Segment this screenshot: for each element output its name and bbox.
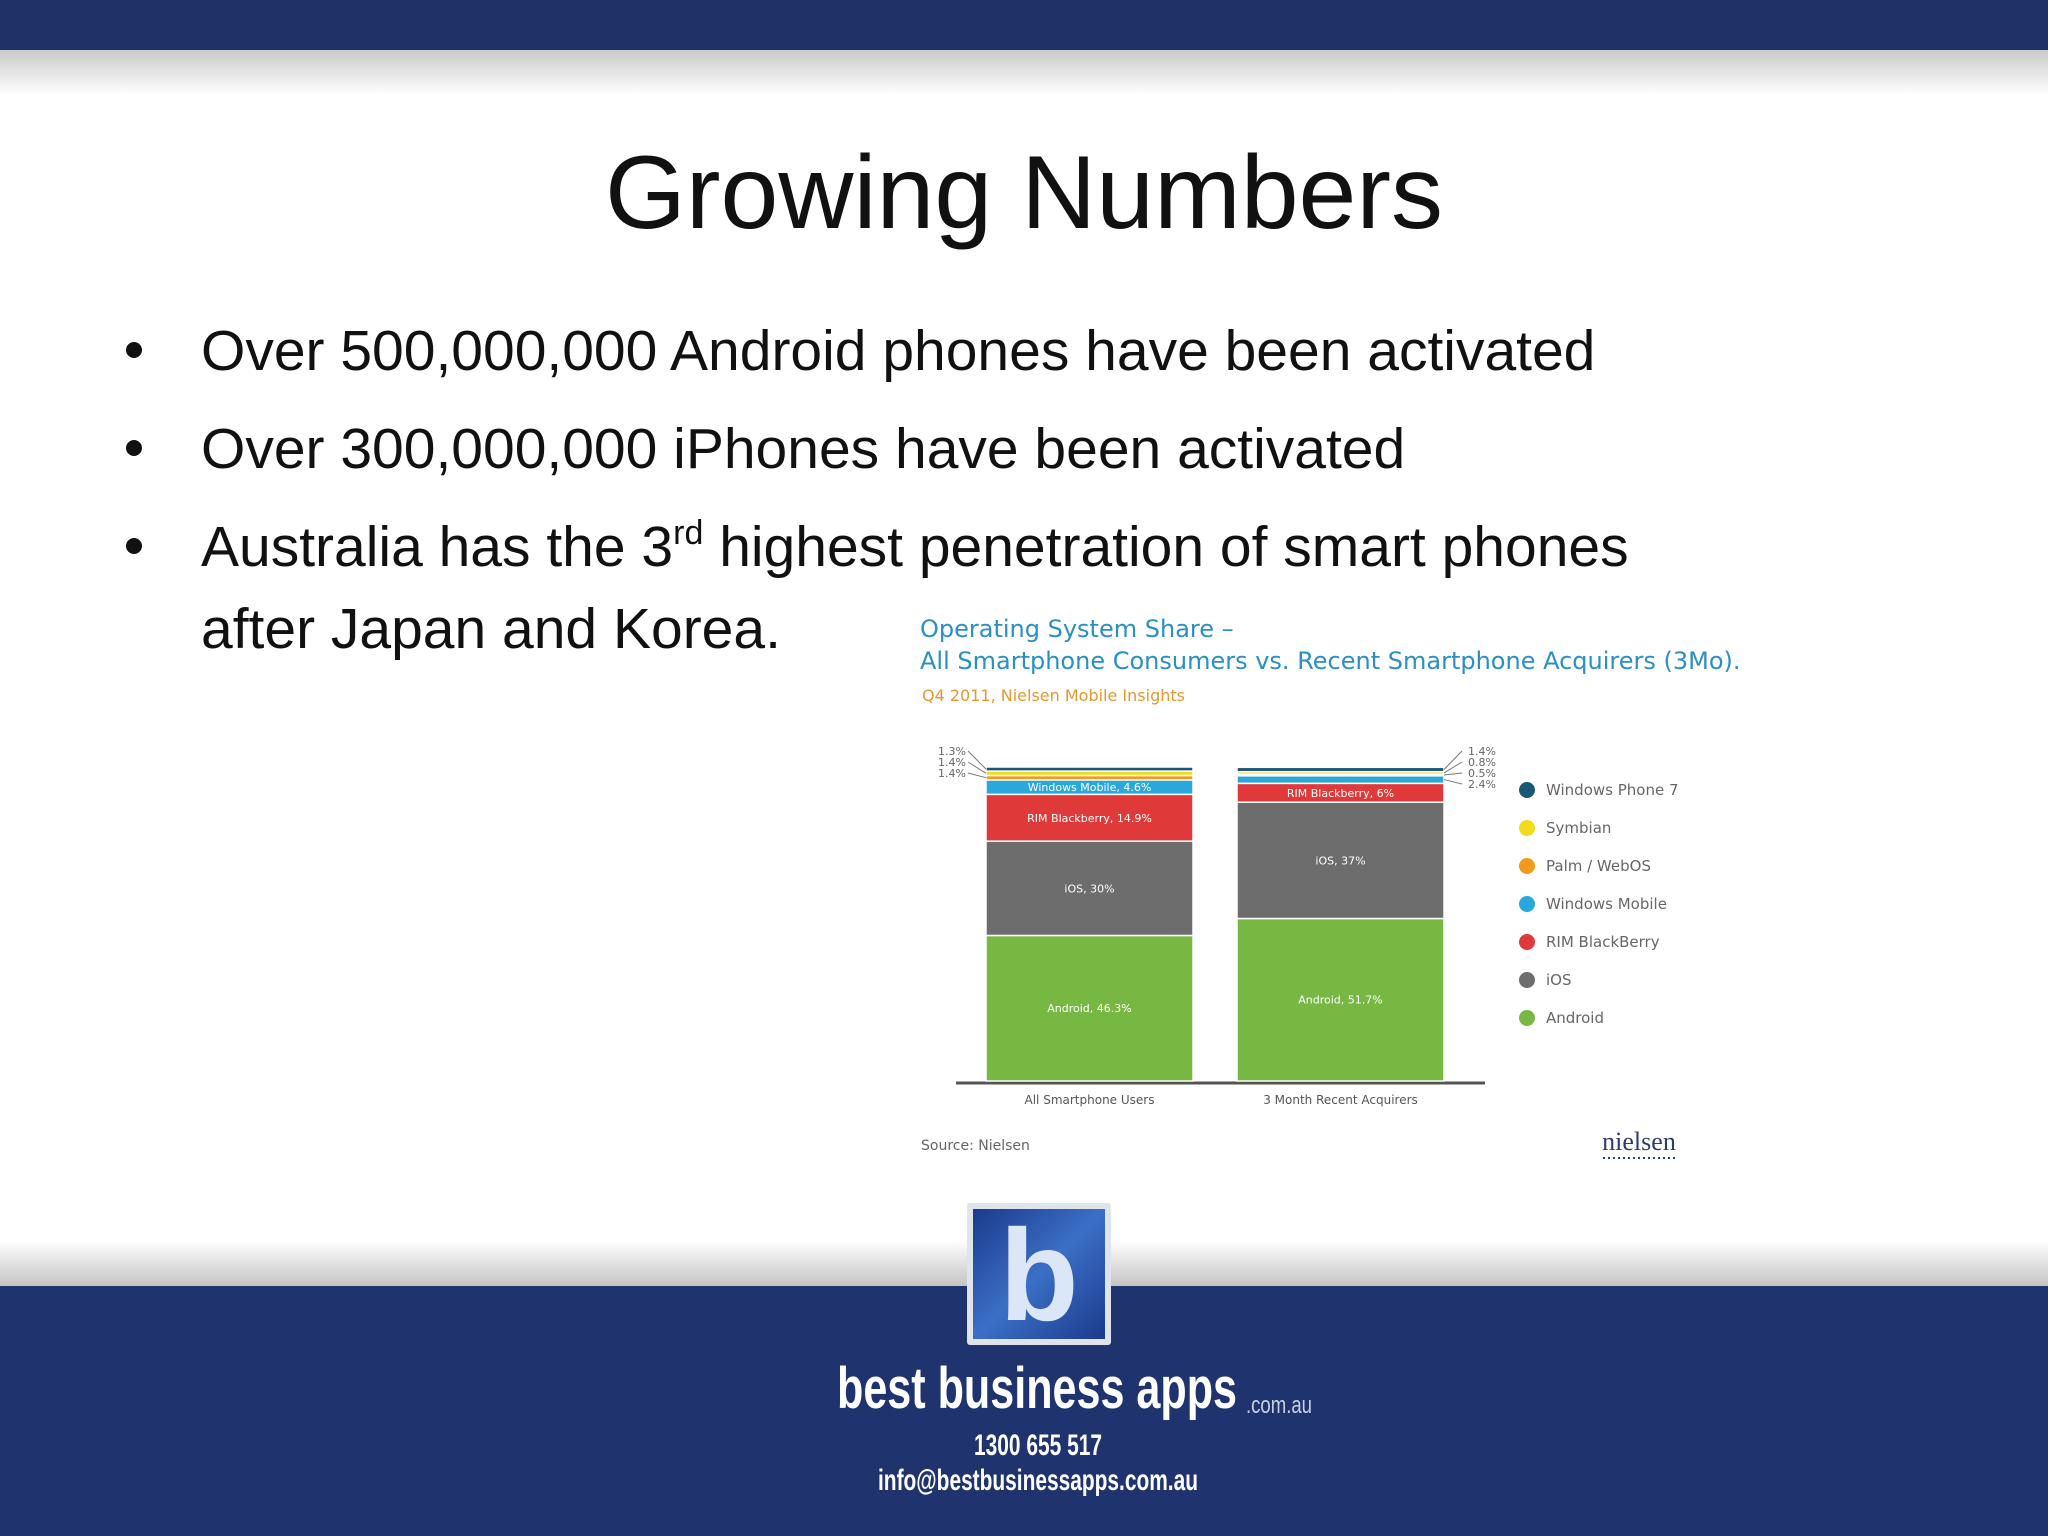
leader-line	[967, 761, 987, 774]
footer-email: info@bestbusinessapps.com.au	[878, 1464, 1198, 1497]
value-label: RIM Blackberry, 6%	[1287, 787, 1394, 800]
value-label: 1.3%	[938, 745, 966, 758]
legend-swatch	[1519, 896, 1535, 912]
leader-line	[1443, 772, 1463, 776]
logo-box	[973, 1209, 1105, 1339]
bar-segment	[1236, 766, 1445, 773]
bullet	[126, 538, 142, 554]
bar-segment	[985, 793, 1194, 842]
bullet-text: after Japan and Korea.	[201, 597, 781, 661]
legend-label: RIM BlackBerry	[1546, 933, 1660, 951]
footer-brand: best business apps	[837, 1356, 1237, 1421]
legend-swatch	[1519, 858, 1535, 874]
chart-brand: nielsen	[1602, 1127, 1676, 1156]
legend-label: iOS	[1546, 971, 1572, 989]
bullet-text: Over 500,000,000 Android phones have bee…	[201, 319, 1595, 383]
leader-line	[1443, 779, 1463, 785]
legend-label: Windows Phone 7	[1546, 781, 1679, 799]
leader-line	[1443, 750, 1463, 770]
value-label: 2.4%	[1468, 778, 1496, 791]
bullet-text-part: Australia has the 3	[201, 515, 673, 579]
x-tick-label: All Smartphone Users	[1025, 1093, 1155, 1107]
footer-domain: .com.au	[1246, 1392, 1312, 1419]
bullet-text: Over 300,000,000 iPhones have been activ…	[201, 417, 1405, 481]
chart-source: Source: Nielsen	[921, 1138, 1030, 1154]
bullet-text: Australia has the 3rd highest penetratio…	[201, 514, 1629, 579]
bar-segment	[1236, 917, 1445, 1082]
bullet	[126, 342, 142, 358]
legend-label: Symbian	[1546, 819, 1611, 837]
bullet	[126, 440, 142, 456]
top-band	[0, 0, 2048, 50]
chart-subtitle: All Smartphone Consumers vs. Recent Smar…	[920, 647, 1741, 675]
value-label: Android, 46.3%	[1047, 1002, 1131, 1015]
legend-swatch	[1519, 782, 1535, 798]
value-label: 1.4%	[938, 767, 966, 780]
legend-swatch	[1519, 972, 1535, 988]
bar-segment	[985, 766, 1194, 772]
chart-note: Q4 2011, Nielsen Mobile Insights	[922, 686, 1185, 705]
chart-title: Operating System Share –	[920, 615, 1234, 643]
bar-segment	[1236, 801, 1445, 920]
legend-swatch	[1519, 934, 1535, 950]
slide-title: Growing Numbers	[605, 135, 1443, 251]
chart: Operating System Share – All Smartphone …	[906, 606, 1741, 1186]
legend-label: Android	[1546, 1009, 1604, 1027]
leader-line	[967, 750, 987, 770]
value-label: 1.4%	[1468, 745, 1496, 758]
value-label: 1.4%	[938, 756, 966, 769]
value-label: iOS, 30%	[1064, 882, 1114, 895]
value-label: Android, 51.7%	[1298, 994, 1382, 1007]
leader-line	[967, 772, 987, 779]
footer-phone: 1300 655 517	[974, 1429, 1102, 1462]
legend-swatch	[1519, 820, 1535, 836]
value-label: Windows Mobile, 4.6%	[1028, 781, 1152, 794]
legend-label: Palm / WebOS	[1546, 857, 1651, 875]
superscript: rd	[673, 514, 703, 552]
value-label: 0.5%	[1468, 767, 1496, 780]
leader-line	[1443, 761, 1463, 774]
bar-segment	[985, 840, 1194, 937]
bullet-list: Over 500,000,000 Android phones have bee…	[126, 319, 1629, 661]
value-label: 0.8%	[1468, 756, 1496, 769]
footer: b best business apps .com.au 1300 655 51…	[837, 1202, 1312, 1497]
x-tick-label: 3 Month Recent Acquirers	[1263, 1093, 1418, 1107]
logo-letter: b	[999, 1202, 1078, 1348]
value-label: iOS, 37%	[1315, 854, 1365, 867]
bar-segment	[1236, 775, 1445, 785]
value-label: RIM Blackberry, 14.9%	[1027, 812, 1152, 825]
legend-label: Windows Mobile	[1546, 895, 1667, 913]
bullet-text-part: highest penetration of smart phones	[703, 515, 1628, 579]
top-shadow	[0, 50, 2048, 95]
legend-swatch	[1519, 1010, 1535, 1026]
